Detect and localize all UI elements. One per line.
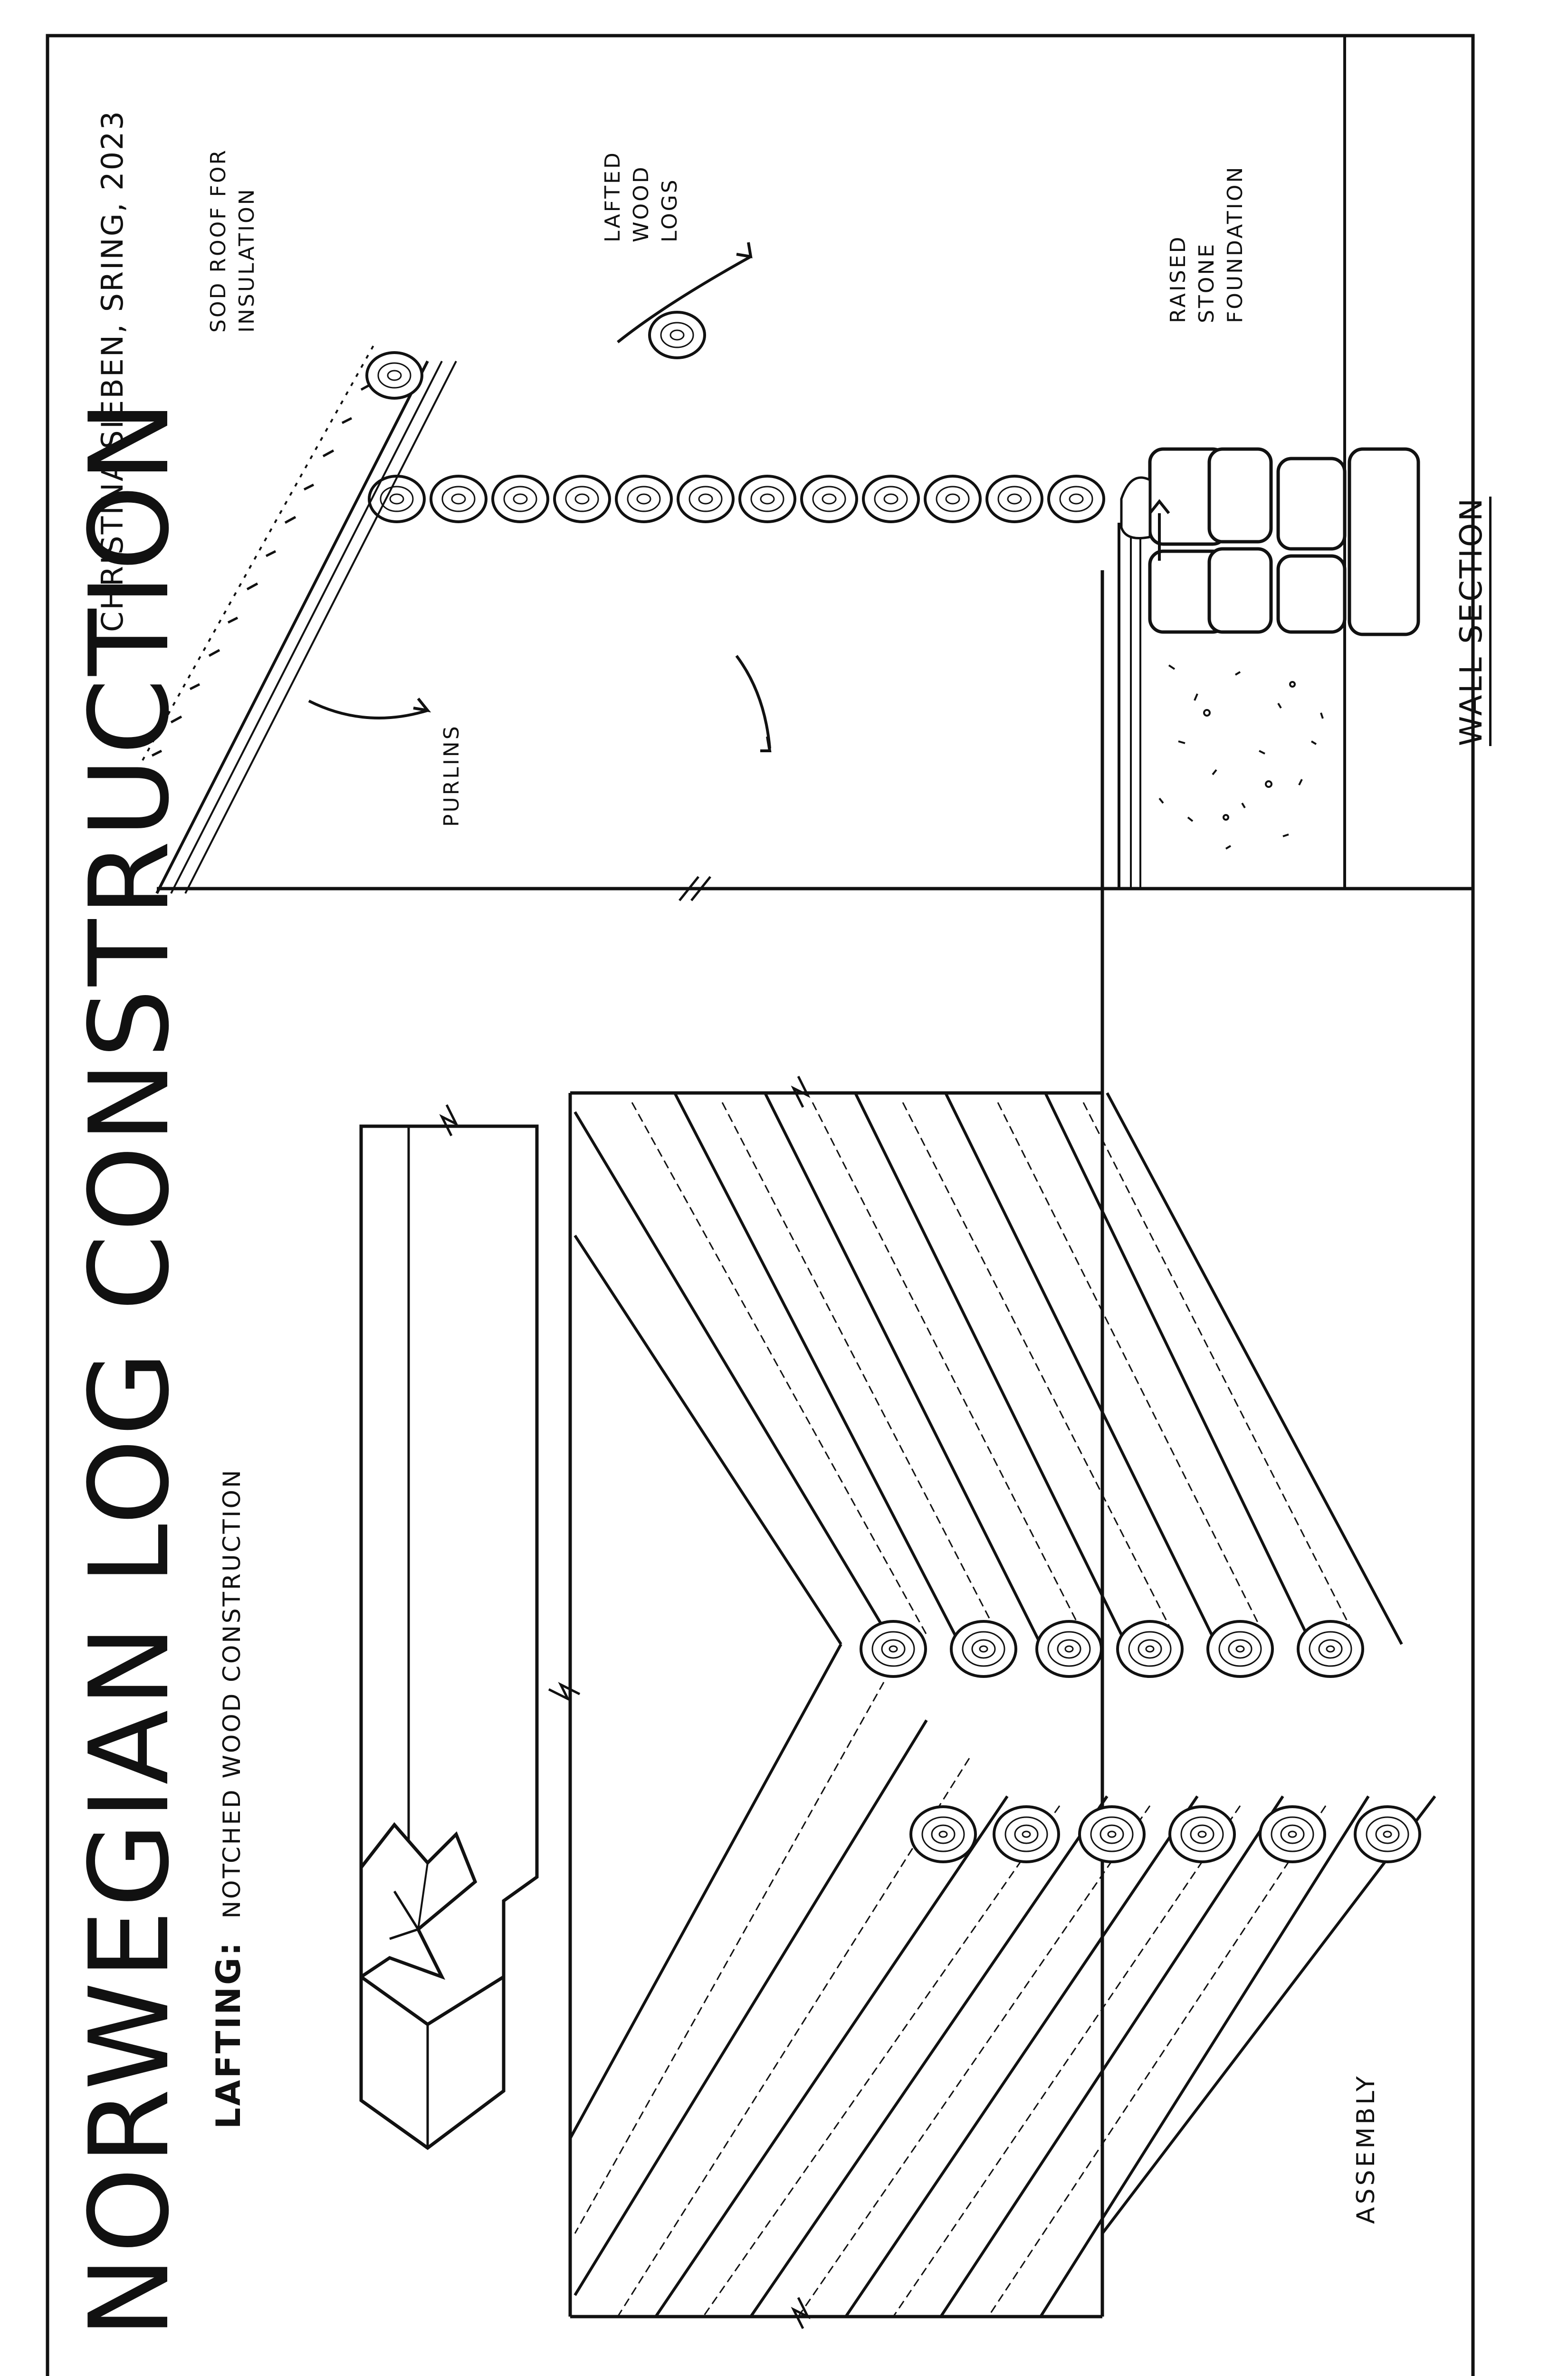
wall-section-drawing [142,36,1473,901]
sod-roof-label: SOD ROOF FOR [206,148,230,333]
foundation-label: FOUNDATION [1223,165,1247,323]
lafting-notch-drawing [359,1104,539,2150]
raised-label: RAISED [1166,235,1190,323]
insulation-label: INSULATION [235,187,259,333]
wall-section-caption: WALL SECTION [1454,496,1492,746]
lafting-definition: NOTCHED WOOD CONSTRUCTION [218,1468,246,1919]
wood-label: WOOD [629,165,653,242]
callout-arrows [308,242,1170,752]
logs-label: LOGS [658,178,682,242]
log-ends-upper [861,1621,1363,1677]
page-title: NORWEGIAN LOG CONSTRUCTION [67,397,193,2338]
author-credit: CHRISTINA SIEBEN, SRING, 2023 [95,110,130,632]
stone-foundation [1148,447,1420,636]
roof-section [142,312,705,894]
break-mark [679,876,699,901]
lafted-log-section [369,476,1104,522]
lafted-label: LAFTED [601,151,625,242]
gravel-fill [1158,664,1324,850]
purlins-label: PURLINS [440,724,464,827]
sheet-border [46,34,1475,2376]
assembly-drawing [548,570,1436,2329]
sod-roof-callout: SOD ROOF FOR INSULATION [204,148,261,333]
lafting-term: LAFTING: [209,1940,248,2129]
foundation-callout: RAISED STONE FOUNDATION [1164,165,1250,323]
lafted-logs-callout: LAFTED WOOD LOGS [599,151,684,242]
assembly-caption: ASSEMBLY [1352,2073,1380,2224]
stone-label: STONE [1195,242,1219,323]
lafting-heading: LAFTING: NOTCHED WOOD CONSTRUCTION [209,1468,248,2129]
